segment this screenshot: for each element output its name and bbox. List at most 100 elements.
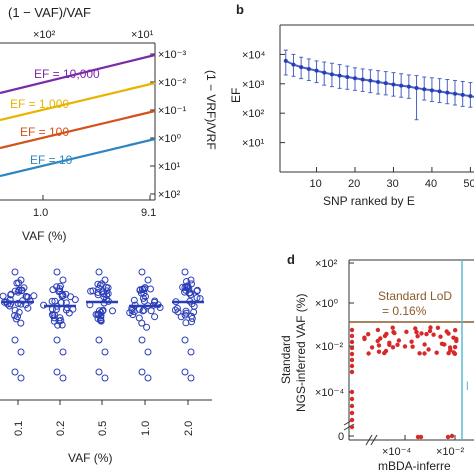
panel-b-point xyxy=(429,88,434,93)
panel-c-ticks: 0.1 0.2 0.5 1.0 2.0 xyxy=(13,400,195,436)
panel-c-dot xyxy=(53,268,61,276)
panel-d-point xyxy=(349,396,355,402)
panel-c-dot xyxy=(184,283,192,291)
panel-c-dot xyxy=(53,368,61,376)
panel-d-point xyxy=(428,325,433,330)
panel-b-y-tick-label: ×10³ xyxy=(242,79,265,91)
ef-10000-line xyxy=(0,53,156,95)
panel-d-point xyxy=(349,333,355,339)
panel-d-point xyxy=(349,403,355,409)
panel-b-point xyxy=(414,85,419,90)
panel-c-dot xyxy=(188,312,195,320)
panel-c-dot xyxy=(130,296,138,304)
panel-b-point xyxy=(337,73,342,78)
panel-d-point xyxy=(419,331,424,336)
panel-c-dot xyxy=(187,276,195,284)
panel-d-y-label-1: Standard xyxy=(279,335,293,384)
panel-c-dot xyxy=(193,287,201,295)
panel-b-point xyxy=(399,83,404,88)
panel-c-dot xyxy=(95,368,103,376)
panel-b-point xyxy=(299,65,304,70)
panel-b-point xyxy=(376,80,381,85)
panel-c-dot xyxy=(101,374,109,382)
panel-d-point xyxy=(452,351,458,356)
panel-d-point xyxy=(431,332,436,337)
panel-c-dot xyxy=(54,321,62,329)
panel-b-y-tick-label: ×10⁴ xyxy=(242,49,266,61)
panel-c-dot xyxy=(59,374,67,382)
panel-b-x-tick-label: 30 xyxy=(386,178,398,190)
panel-a-x-tick-2: 9.1 xyxy=(141,207,156,219)
panel-c-x-tick-label: 0.5 xyxy=(97,421,109,436)
panel-c-dot xyxy=(151,313,159,321)
panel-d-points xyxy=(349,325,459,440)
panel-d-point xyxy=(349,357,355,363)
panel-c-dot xyxy=(18,287,25,295)
panel-c-dot xyxy=(94,280,102,288)
panel-d-point xyxy=(349,424,355,430)
panel-c-medians xyxy=(2,300,204,308)
panel-b-point xyxy=(360,77,365,82)
panel-d-point xyxy=(366,332,371,337)
panel-d-x-tick-2: ×10⁻² xyxy=(436,446,464,458)
panel-d-point xyxy=(424,331,429,337)
panel-c-dot xyxy=(177,313,185,321)
panel-a-right-tick-5: ×10² xyxy=(158,189,181,201)
panel-b-point xyxy=(345,75,350,80)
panel-b-x-label: SNP ranked by E xyxy=(323,194,415,208)
panel-b-point xyxy=(306,66,311,71)
panel-d-point xyxy=(402,344,408,349)
panel-a-right-tick-3: ×10⁰ xyxy=(158,133,182,145)
panel-c-dot xyxy=(48,297,56,305)
axis-break-mark xyxy=(365,434,373,446)
panel-c-dot xyxy=(11,306,19,314)
panel-c-dot xyxy=(87,287,95,295)
panel-c-dot xyxy=(53,336,61,344)
panel-d-point xyxy=(449,433,455,439)
panel-a-top-tick-2: ×10¹ xyxy=(131,29,154,41)
panel-c-dot xyxy=(24,304,32,312)
panel-b-letter: b xyxy=(236,2,244,17)
panel-b: b EF SNP ranked by E ×10⁴ ×10³ ×10² ×10¹ 10 2… xyxy=(229,2,474,208)
panel-c-dot xyxy=(193,294,201,302)
panel-c-dot xyxy=(181,288,189,296)
panel-d-point xyxy=(409,339,414,344)
panel-c-dot xyxy=(19,297,26,305)
panel-d-point xyxy=(396,338,402,343)
panel-c-dot xyxy=(171,306,179,314)
panel-c-dot xyxy=(7,291,15,299)
panel-c-dot xyxy=(58,292,66,300)
panel-d-point xyxy=(376,343,382,348)
panel-c-dot xyxy=(181,336,189,344)
panel-b-ticks: ×10⁴ ×10³ ×10² ×10¹ 10 20 30 40 50 xyxy=(242,49,474,190)
panel-b-x-tick-label: 40 xyxy=(425,178,437,190)
panel-c-dot xyxy=(30,292,38,300)
panel-b-point xyxy=(329,72,334,77)
panel-b-point xyxy=(460,92,465,97)
panel-d-point xyxy=(404,329,409,334)
panel-c-dot xyxy=(24,293,32,301)
panel-d-point xyxy=(446,331,451,336)
panel-d-point xyxy=(415,334,420,339)
ef-1000-label: EF = 1,000 xyxy=(10,97,69,111)
panel-c-dot xyxy=(181,311,189,319)
panel-a-right-tick-4: ×10¹ xyxy=(158,161,181,173)
panel-b-y-label: EF xyxy=(229,88,243,103)
panel-d-point xyxy=(445,434,451,440)
panel-b-point xyxy=(383,81,388,86)
panel-c-dot xyxy=(104,284,112,292)
panel-d-point xyxy=(383,348,389,354)
panel-c-dot xyxy=(140,297,148,305)
panel-d-point xyxy=(438,334,443,339)
panel-a-top-tick-1: ×10² xyxy=(33,29,56,41)
panel-d-y-label-2: NGS-inferred VAF (%) xyxy=(294,294,308,412)
panel-c-dot xyxy=(17,374,25,382)
panel-a-x-tick-1: 1.0 xyxy=(33,207,48,219)
panel-c-dot xyxy=(17,348,25,356)
panel-d-point xyxy=(349,327,355,333)
panel-c-dot xyxy=(181,268,189,276)
panel-b-point xyxy=(353,76,357,81)
panel-d-x-tick-1: ×10⁻⁴ xyxy=(382,446,411,458)
panel-c-dot xyxy=(71,296,79,304)
panel-a-top-axis-label: (1 − VAF)/VAF xyxy=(8,5,91,20)
